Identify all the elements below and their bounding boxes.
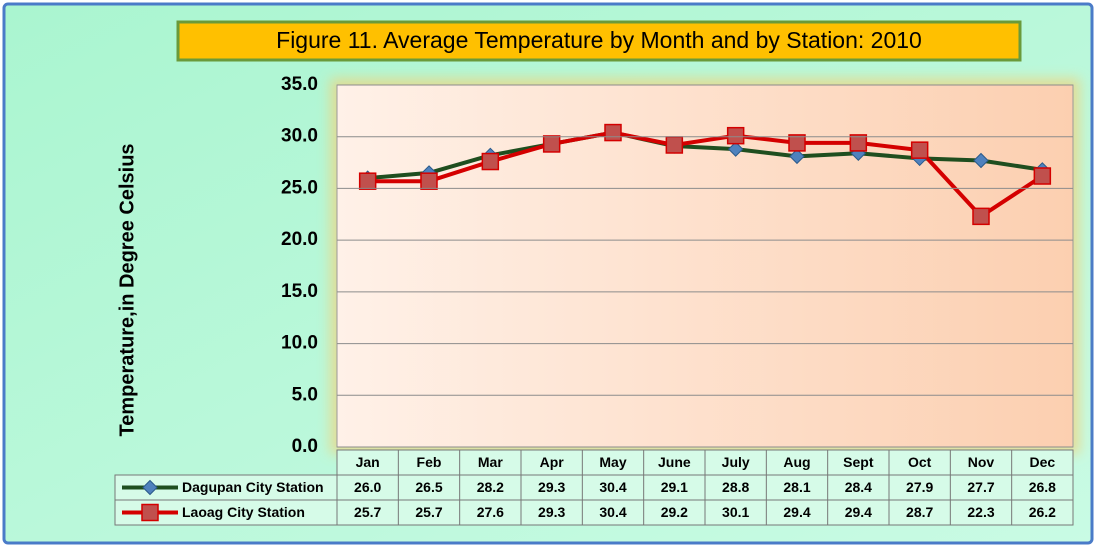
y-tick-label: 30.0 xyxy=(281,126,318,147)
x-tick-label: July xyxy=(722,454,750,470)
data-point xyxy=(973,152,989,169)
x-tick-label: Dec xyxy=(1029,454,1055,470)
data-point xyxy=(1033,167,1052,185)
data-point xyxy=(727,141,744,157)
data-point xyxy=(726,126,745,145)
table-value: 29.3 xyxy=(538,504,565,520)
table-value: 27.9 xyxy=(906,479,933,495)
data-table: Jan Feb Mar Apr May June July Aug Sept Oct Nov Dec D… xyxy=(114,449,1074,526)
table-value: 29.4 xyxy=(783,504,810,520)
table-value: 28.4 xyxy=(845,479,872,495)
data-point xyxy=(420,172,438,190)
table-value: 26.2 xyxy=(1029,504,1056,520)
table-value: 22.3 xyxy=(967,504,994,520)
series-line xyxy=(367,130,1044,219)
data-point xyxy=(972,207,990,226)
table-value: 27.6 xyxy=(477,504,504,520)
table-value: 29.1 xyxy=(661,479,688,495)
table-value: 30.4 xyxy=(599,504,626,520)
legend-label: Dagupan City Station xyxy=(182,479,324,495)
data-point xyxy=(665,136,684,154)
table-value: 29.2 xyxy=(661,504,688,520)
x-tick-label: Jan xyxy=(356,454,380,470)
table-value: 29.4 xyxy=(845,504,872,520)
legend-label: Laoag City Station xyxy=(182,504,305,520)
table-value: 26.5 xyxy=(415,479,442,495)
x-tick-label: Aug xyxy=(783,454,810,470)
x-tick-label: Feb xyxy=(417,454,442,470)
y-tick-label: 15.0 xyxy=(281,281,318,302)
table-value: 28.7 xyxy=(906,504,933,520)
table-value: 30.1 xyxy=(722,504,749,520)
y-tick-label: 20.0 xyxy=(281,229,318,250)
y-tick-label: 25.0 xyxy=(281,177,318,198)
data-point xyxy=(788,134,806,152)
data-point xyxy=(358,172,377,190)
legend-marker xyxy=(142,479,158,496)
data-point xyxy=(849,134,868,152)
legend-marker xyxy=(141,503,159,522)
table-value: 28.8 xyxy=(722,479,749,495)
table-value: 26.0 xyxy=(354,479,381,495)
y-tick-label: 10.0 xyxy=(281,333,318,354)
x-tick-label: Mar xyxy=(478,454,503,470)
y-axis-label: Temperature,in Degree Celsius xyxy=(116,143,138,436)
x-tick-label: May xyxy=(599,454,626,470)
y-tick-label: 0.0 xyxy=(292,436,318,457)
table-value: 26.8 xyxy=(1029,479,1056,495)
table-value: 30.4 xyxy=(599,479,626,495)
data-point xyxy=(481,152,500,171)
data-point xyxy=(542,135,561,153)
table-value: 29.3 xyxy=(538,479,565,495)
y-tick-label: 5.0 xyxy=(292,384,318,405)
table-value: 25.7 xyxy=(415,504,442,520)
x-tick-label: June xyxy=(658,454,691,470)
data-point xyxy=(604,123,622,142)
data-point xyxy=(789,148,805,165)
x-tick-label: Apr xyxy=(540,454,565,470)
x-tick-label: Oct xyxy=(908,454,932,470)
x-tick-label: Sept xyxy=(843,454,874,470)
title-box xyxy=(176,20,1022,62)
data-point xyxy=(910,141,929,159)
table-value: 28.1 xyxy=(783,479,810,495)
table-value: 27.7 xyxy=(967,479,994,495)
table-value: 28.2 xyxy=(477,479,504,495)
table-value: 25.7 xyxy=(354,504,381,520)
chart-title: Figure 11. Average Temperature by Month … xyxy=(276,27,922,53)
x-tick-label: Nov xyxy=(968,454,995,470)
y-tick-label: 35.0 xyxy=(281,74,318,95)
plot-area xyxy=(336,84,1074,448)
